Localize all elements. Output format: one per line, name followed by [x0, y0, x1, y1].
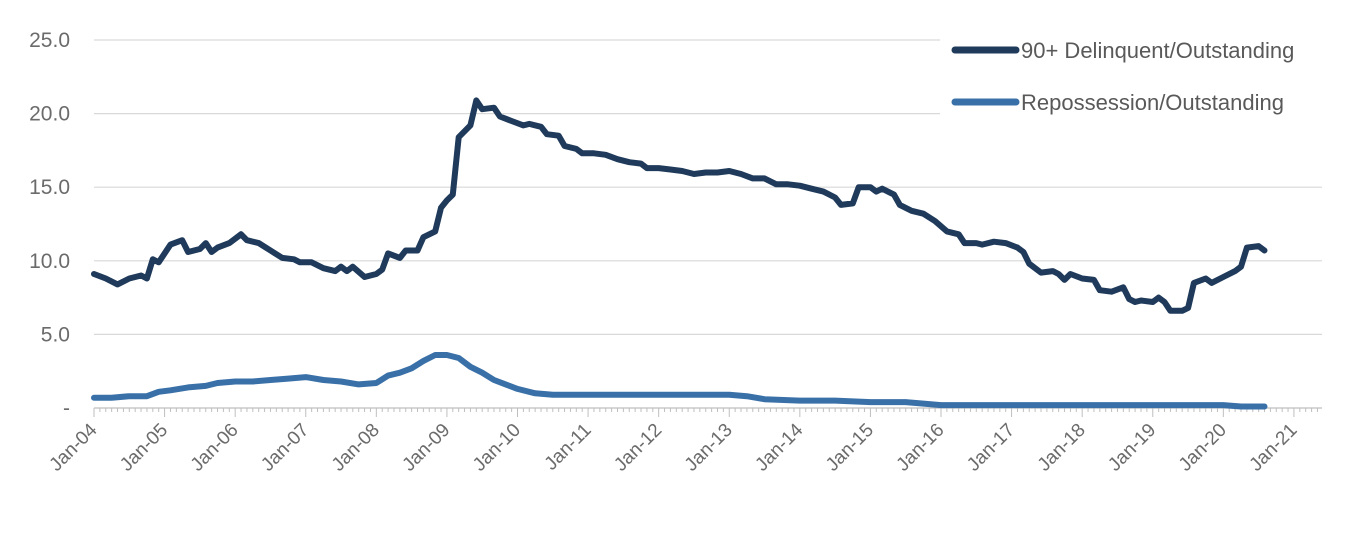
delinquent-series-line [91, 97, 1268, 314]
y-tick-label: 5.0 [41, 323, 70, 346]
y-tick-label: - [63, 397, 70, 420]
x-tick-label: Jan-08 [328, 420, 384, 476]
x-tick-label: Jan-07 [257, 420, 313, 476]
y-tick-label: 15.0 [29, 176, 70, 199]
legend-label: 90+ Delinquent/Outstanding [1021, 38, 1294, 63]
x-tick-label: Jan-11 [541, 420, 596, 475]
x-tick-label: Jan-20 [1175, 420, 1231, 476]
legend-box [940, 20, 1360, 124]
x-tick-label: Jan-04 [46, 419, 102, 475]
x-tick-label: Jan-06 [187, 420, 243, 476]
x-tick-label: Jan-12 [610, 420, 666, 476]
repossession-series-line [91, 352, 1268, 410]
y-tick-label: 20.0 [29, 103, 70, 126]
y-axis: - 5.0 10.0 15.0 20.0 25.0 [29, 29, 70, 420]
series-lines [91, 97, 1268, 410]
x-tick-label: Jan-16 [893, 420, 949, 476]
x-tick-label: Jan-13 [681, 420, 737, 476]
x-axis-ticks: Jan-04 Jan-05 Jan-06 Jan-07 Jan-08 Jan-09 Jan-… [46, 419, 1302, 475]
x-tick-label: Jan-21 [1246, 420, 1302, 476]
legend: 90+ Delinquent/Outstanding Repossession/O… [940, 20, 1360, 124]
y-tick-label: 10.0 [29, 250, 70, 273]
legend-label: Repossession/Outstanding [1021, 90, 1284, 115]
x-tick-label: Jan-05 [116, 420, 172, 476]
x-tick-label: Jan-17 [963, 420, 1019, 476]
x-tick-label: Jan-14 [751, 419, 807, 475]
x-tick-label: Jan-15 [822, 420, 878, 476]
x-axis [93, 407, 1322, 417]
y-tick-label: 25.0 [29, 29, 70, 52]
x-tick-label: Jan-19 [1104, 420, 1160, 476]
x-tick-label: Jan-18 [1034, 420, 1090, 476]
x-tick-label: Jan-10 [469, 420, 525, 476]
x-tick-label: Jan-09 [399, 420, 455, 476]
